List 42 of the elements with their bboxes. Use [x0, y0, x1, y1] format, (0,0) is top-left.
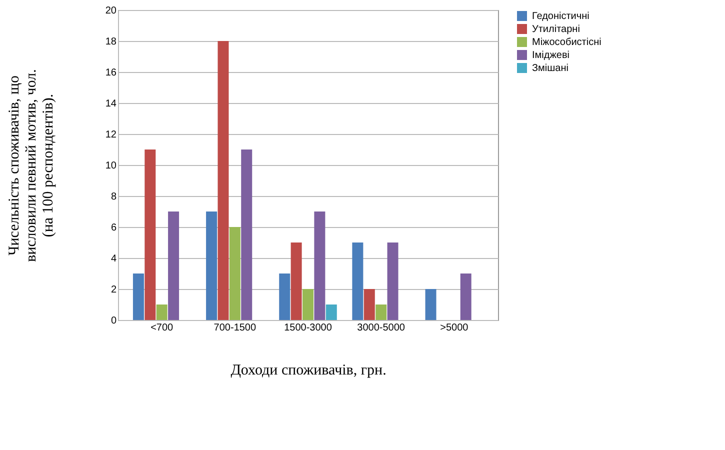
legend-label: Утилітарні	[532, 24, 580, 35]
x-axis-title: Доходи споживачів, грн.	[230, 362, 386, 378]
y-tick-label: 4	[110, 254, 117, 264]
y-tick-label: 0	[110, 316, 117, 326]
x-tick-label: 3000-5000	[357, 322, 406, 334]
bar	[376, 304, 387, 320]
x-tick-label: 1500-3000	[284, 322, 332, 334]
x-tick-label: <700	[150, 322, 174, 334]
bar	[241, 150, 252, 320]
bar	[290, 242, 302, 320]
bar	[425, 289, 436, 320]
bar	[206, 212, 218, 320]
y-tick-label: 10	[105, 160, 117, 172]
x-tick-label: 700-1500	[214, 322, 256, 334]
bar	[302, 289, 314, 320]
bar	[352, 242, 364, 320]
y-tick-label: 18	[105, 36, 117, 48]
legend-label: Змішані	[532, 63, 568, 74]
bar	[168, 212, 180, 320]
bar	[218, 41, 229, 320]
bar	[279, 274, 290, 320]
y-tick-label: 16	[105, 68, 117, 78]
y-tick-label: 14	[105, 98, 117, 110]
legend-label: Міжособистісні	[532, 37, 602, 48]
y-axis-title: Чисельність споживачів, що висловили певний мотив, чол. (на 100 респондентів).	[6, 69, 56, 262]
bar	[314, 212, 326, 320]
bar	[364, 289, 375, 320]
bar	[387, 242, 398, 320]
y-tick-label: 12	[105, 130, 117, 140]
y-tick-label: 2	[110, 284, 117, 296]
bar	[156, 304, 168, 320]
legend-label: Гедоністичні	[532, 11, 590, 22]
bar	[326, 304, 337, 320]
y-tick-label: 20	[105, 6, 117, 16]
y-tick-label: 8	[110, 192, 117, 202]
x-tick-label: >5000	[440, 322, 469, 334]
bar	[144, 150, 156, 320]
bar	[229, 227, 240, 320]
bar	[132, 274, 144, 320]
bar	[460, 274, 472, 320]
legend-label: Іміджеві	[532, 50, 570, 61]
y-tick-label: 6	[110, 222, 117, 234]
